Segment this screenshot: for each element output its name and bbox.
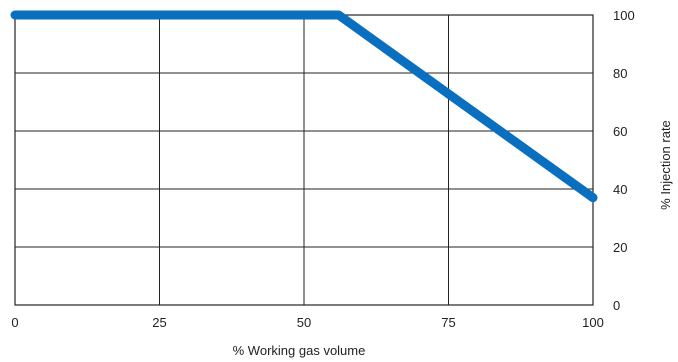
y-tick-label: 0 — [613, 298, 620, 313]
x-tick-label: 50 — [297, 315, 311, 330]
grid — [14, 14, 594, 306]
x-axis-label: % Working gas volume — [233, 343, 366, 358]
x-tick-labels: 0 25 50 75 100 — [11, 315, 603, 330]
y-tick-label: 60 — [613, 124, 627, 139]
y-tick-label: 20 — [613, 240, 627, 255]
x-tick-label: 0 — [11, 315, 18, 330]
x-tick-label: 75 — [441, 315, 455, 330]
series-layer — [10, 10, 598, 203]
x-tick-label: 25 — [152, 315, 166, 330]
y-axis-label: % Injection rate — [658, 120, 673, 210]
y-tick-label: 80 — [613, 66, 627, 81]
series-line — [10, 10, 598, 203]
y-tick-label: 100 — [613, 8, 635, 23]
y-tick-label: 40 — [613, 182, 627, 197]
y-tick-labels: 0 20 40 60 80 100 — [613, 8, 635, 313]
x-tick-label: 100 — [582, 315, 604, 330]
